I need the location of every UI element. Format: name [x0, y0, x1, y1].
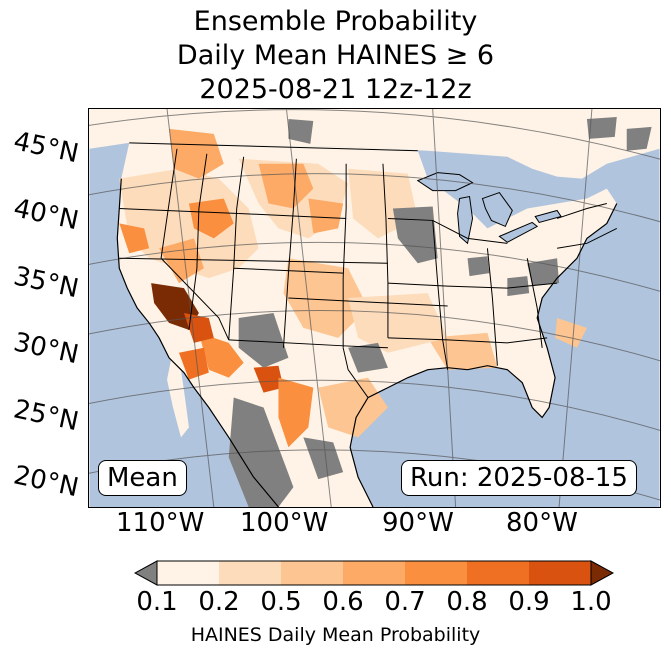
colorbar-under-arrow: [134, 560, 158, 586]
colorbar-tick: 0.1: [136, 587, 178, 617]
colorbar-frame: [156, 560, 592, 586]
colorbar-tick: 0.5: [260, 587, 302, 617]
probability-map: [88, 108, 661, 508]
coastline: [116, 178, 618, 507]
mean-label-box: Mean: [98, 460, 187, 496]
lat-label-20: 20°N: [10, 460, 82, 504]
lake-huron: [481, 191, 513, 228]
colorbar-tick: 0.7: [384, 587, 426, 617]
probability-patches: [119, 128, 587, 448]
lat-label-30: 30°N: [10, 327, 82, 371]
lon-label-80: 80°W: [506, 508, 578, 538]
baja-land: [167, 359, 189, 438]
lake-michigan: [457, 195, 474, 245]
colorbar-label: HAINES Daily Mean Probability: [190, 624, 481, 646]
lake-superior: [416, 172, 474, 192]
colorbar-segment: [343, 561, 405, 585]
lat-label-35: 35°N: [10, 261, 82, 305]
lat-label-45: 45°N: [10, 126, 82, 170]
lon-label-110: 110°W: [116, 508, 205, 538]
colorbar-tick: 0.6: [322, 587, 364, 617]
colorbar-segment: [467, 561, 529, 585]
colorbar-tick: 0.8: [446, 587, 488, 617]
lake-ontario: [534, 209, 562, 224]
missing-data-patches: [228, 116, 652, 507]
title-line-1: Ensemble Probability: [193, 6, 478, 37]
canada-land: [89, 109, 660, 179]
colorbar-segment: [219, 561, 281, 585]
title-line-3: 2025-08-21 12z-12z: [199, 74, 472, 105]
colorbar-tick: 0.2: [198, 587, 240, 617]
lon-label-100: 100°W: [240, 508, 329, 538]
colorbar-segment: [405, 561, 467, 585]
colorbar-tick: 0.9: [508, 587, 550, 617]
lat-label-25: 25°N: [10, 394, 82, 438]
lat-label-40: 40°N: [10, 193, 82, 237]
colorbar-segment: [281, 561, 343, 585]
colorbar-segment: [157, 561, 219, 585]
colorbar-segment: [529, 561, 591, 585]
state-borders: [119, 142, 618, 398]
colorbar-tick: 1.0: [570, 587, 612, 617]
colorbar: [134, 560, 615, 586]
lake-erie: [498, 221, 539, 243]
title-line-2: Daily Mean HAINES ≥ 6: [176, 40, 495, 71]
lon-label-90: 90°W: [382, 508, 454, 538]
colorbar-over-arrow: [590, 560, 615, 586]
run-label-box: Run: 2025-08-15: [401, 460, 637, 496]
